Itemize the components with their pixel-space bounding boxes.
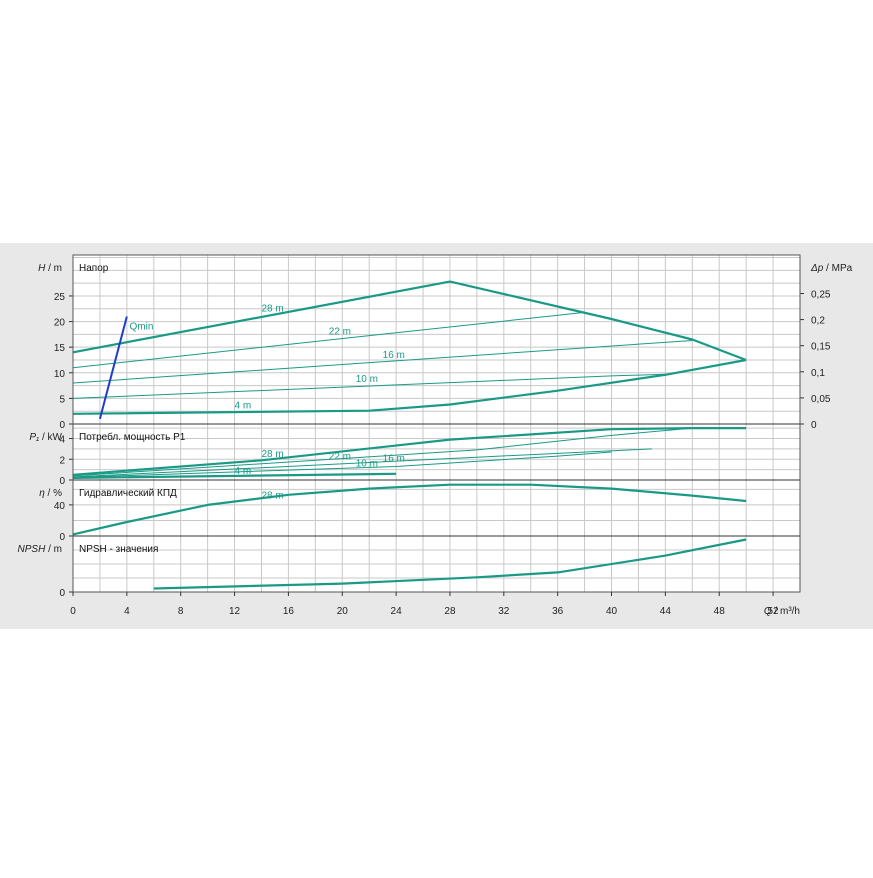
y-axis-unit: / m [45,544,62,555]
y-tick-label: 0 [59,588,65,599]
series-label: 16 m [383,453,405,464]
x-tick-label: 36 [552,606,564,617]
series-line [72,373,666,399]
panel-eff: 0 40 η / % Гидравлический КПД 28 m [39,483,800,543]
series-line [72,311,612,369]
series-line [72,483,747,536]
y-axis-var: H [38,263,46,274]
qmin-label: Qmin [130,321,154,332]
y-axis-label: P₁ / kW [29,432,62,443]
series-label: 22 m [329,326,351,337]
x-tick-label: 48 [714,606,726,617]
x-tick-label: 44 [660,606,672,617]
x-axis-label: Q / m³/h [764,606,800,617]
panel-title: Гидравлический КПД [79,488,177,499]
y-axis-label: η / % [39,488,62,499]
y-tick-label: 2 [59,455,65,466]
y-axis-label: H / m [38,263,62,274]
right-axis-var: Δp [810,263,824,274]
right-axis-label: Δp / MPa [810,263,853,274]
series-label: 4 m [235,401,252,412]
y-axis-unit: / % [45,488,62,499]
y-axis-var: NPSH [18,544,47,555]
right-tick-label: 0,05 [811,394,831,405]
series-label: 16 m [383,350,405,361]
panel-title: Напор [79,263,109,274]
y-tick-label: 0 [59,532,65,543]
series-line [72,448,652,478]
x-tick-label: 0 [70,606,76,617]
series-label: 22 m [329,451,351,462]
x-tick-label: 40 [606,606,618,617]
right-tick-label: 0 [811,420,817,431]
x-tick-label: 52 [768,606,780,617]
y-axis-var: P₁ [29,432,39,443]
series-line [72,427,747,476]
series-line [72,340,693,384]
x-tick-label: 28 [444,606,456,617]
y-tick-label: 0 [59,420,65,431]
y-axis-var: η [39,488,45,499]
series-line [72,451,612,478]
y-tick-label: 0 [59,476,65,487]
x-tick-label: 24 [391,606,403,617]
y-axis-unit: / kW [39,432,62,443]
series-line [153,538,747,590]
x-tick-label: 20 [337,606,349,617]
x-axis-unit: / m³/h [772,606,800,617]
y-tick-label: 15 [54,343,66,354]
right-axis-unit: / MPa [823,263,852,274]
series-label: 4 m [235,466,252,477]
y-tick-label: 20 [54,318,66,329]
y-tick-label: 4 [59,435,65,446]
series-label: 28 m [261,449,283,460]
x-tick-label: 4 [124,606,130,617]
panel-head: 0 5 10 15 20 25 H / m Напор 0 0,05 0,1 0,15 0,2 0,25 Δ… [38,257,853,431]
y-tick-label: 5 [59,394,65,405]
x-tick-label: 12 [229,606,241,617]
series-label: 10 m [356,374,378,385]
plot-frame [72,254,801,593]
series-label: 10 m [356,459,378,470]
y-axis-unit: / m [45,263,62,274]
series-label: 28 m [261,491,283,502]
y-tick-label: 40 [54,501,66,512]
y-tick-label: 10 [54,369,66,380]
series-line [72,358,747,415]
x-tick-label: 8 [178,606,184,617]
series-line [72,472,397,479]
x-tick-label: 32 [498,606,510,617]
qmin-line [98,316,128,420]
panel-title: Потребл. мощность P1 [79,431,186,443]
y-tick-label: 25 [54,292,66,303]
x-tick-label: 16 [283,606,295,617]
x-axis: 0 4 8 12 16 20 24 28 32 36 40 44 48 52Q / m³/h [70,592,800,617]
panel-title: NPSH - значения [79,544,158,555]
right-tick-label: 0,25 [811,289,831,300]
series-line [72,427,693,477]
x-axis-var: Q [764,606,772,617]
right-tick-label: 0,1 [811,368,825,379]
right-tick-label: 0,15 [811,342,831,353]
series-label: 28 m [261,303,283,314]
y-axis-label: NPSH / m [18,544,62,555]
right-tick-label: 0,2 [811,316,825,327]
